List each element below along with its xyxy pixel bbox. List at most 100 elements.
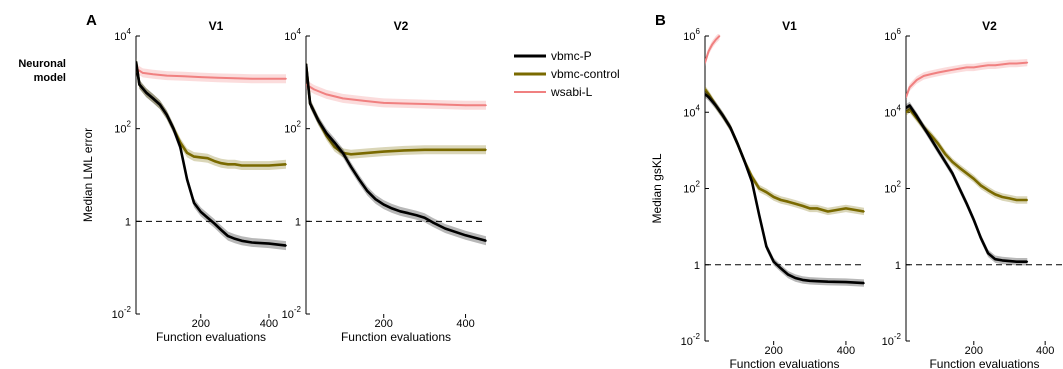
y-tick-label: 1	[895, 260, 901, 272]
y-tick-exponent: 2	[297, 120, 302, 129]
y-tick-exponent: 6	[696, 27, 701, 36]
data-point-vbmc-control	[333, 146, 336, 148]
series-line-vbmc-control	[705, 88, 865, 213]
y-tick-base: 10	[282, 309, 294, 321]
data-point-vbmc-P	[152, 97, 154, 100]
data-point-vbmc-control	[1008, 197, 1011, 200]
data-point-vbmc-P	[251, 241, 253, 244]
data-point-vbmc-control	[1026, 199, 1029, 201]
y-tick-exponent: -2	[124, 305, 132, 314]
data-point-vbmc-P	[138, 83, 141, 86]
y-tick-label: 10-2	[112, 305, 132, 321]
data-point-vbmc-P	[705, 93, 706, 95]
data-point-vbmc-control	[908, 108, 911, 110]
data-point-vbmc-control	[906, 111, 907, 114]
data-point-vbmc-P	[906, 107, 907, 109]
data-point-vbmc-control	[350, 153, 352, 156]
data-point-wsabi-L	[923, 75, 925, 77]
legend-label: wsabi-L	[550, 85, 593, 99]
data-point-vbmc-P	[399, 210, 401, 213]
data-point-vbmc-P	[333, 141, 336, 144]
data-point-vbmc-P	[772, 260, 775, 263]
data-point-vbmc-P	[707, 96, 710, 98]
data-point-wsabi-L	[937, 71, 939, 74]
x-tick-label: 200	[375, 318, 393, 330]
data-point-vbmc-control	[1001, 196, 1004, 198]
data-point-vbmc-P	[801, 279, 804, 281]
x-tick-label: 400	[837, 345, 855, 357]
y-tick-label: 1	[694, 260, 700, 272]
x-axis-label: Function evaluations	[341, 330, 451, 344]
data-point-vbmc-control	[987, 189, 989, 191]
data-point-vbmc-control	[240, 164, 243, 167]
data-point-vbmc-P	[240, 240, 243, 242]
y-tick-base: 10	[882, 336, 894, 348]
data-point-vbmc-P	[200, 211, 202, 213]
data-point-vbmc-control	[705, 88, 706, 91]
data-point-wsabi-L	[1008, 62, 1011, 65]
panel-title: V1	[209, 19, 224, 33]
y-tick-exponent: 4	[127, 27, 132, 36]
series-band-wsabi-L	[136, 63, 286, 84]
data-point-vbmc-P	[306, 63, 307, 65]
y-tick-exponent: -2	[894, 332, 902, 341]
y-tick-label: 102	[683, 180, 700, 196]
series-line-wsabi-L	[906, 61, 1028, 98]
y-tick-exponent: 2	[897, 180, 902, 189]
data-point-wsabi-L	[152, 73, 154, 75]
y-tick-label: 106	[683, 27, 700, 43]
y-tick-base: 1	[895, 260, 901, 272]
series-line-vbmc-control	[906, 107, 1028, 202]
y-tick-label: 104	[884, 103, 901, 119]
x-axis-label: Function evaluations	[729, 357, 839, 369]
data-point-vbmc-P	[145, 91, 147, 94]
data-point-vbmc-control	[845, 207, 847, 210]
data-point-vbmc-P	[951, 172, 954, 175]
x-tick-label: 400	[456, 318, 474, 330]
row-label: Neuronal model	[18, 58, 66, 84]
data-point-wsabi-L	[217, 77, 219, 79]
data-point-wsabi-L	[1026, 61, 1029, 64]
data-point-vbmc-control	[794, 202, 797, 205]
data-point-vbmc-P	[794, 277, 797, 279]
data-point-vbmc-control	[958, 167, 961, 169]
data-point-vbmc-P	[358, 178, 361, 181]
y-tick-base: 10	[114, 124, 126, 136]
y-tick-label: 104	[284, 27, 301, 43]
data-point-wsabi-L	[987, 64, 989, 67]
y-tick-exponent: 2	[127, 120, 132, 129]
series-band-vbmc-control	[906, 105, 1028, 204]
x-tick-label: 200	[965, 345, 983, 357]
y-tick-base: 10	[884, 184, 896, 196]
series-band-vbmc-P	[705, 90, 864, 287]
data-point-wsabi-L	[973, 66, 975, 69]
y-tick-label: 102	[284, 120, 301, 136]
series-line-vbmc-P	[906, 104, 1028, 263]
data-point-vbmc-control	[234, 163, 236, 166]
data-point-wsabi-L	[403, 102, 406, 105]
data-point-vbmc-control	[965, 172, 968, 175]
y-tick-base: 10	[681, 336, 693, 348]
y-tick-exponent: -2	[294, 305, 302, 314]
y-tick-base: 10	[114, 31, 126, 43]
panel-letter: A	[86, 12, 97, 29]
data-point-vbmc-P	[268, 242, 270, 245]
data-point-vbmc-P	[816, 280, 818, 283]
y-tick-base: 10	[683, 184, 695, 196]
data-point-vbmc-control	[200, 156, 202, 159]
data-point-vbmc-P	[863, 282, 865, 284]
legend-label: vbmc-control	[551, 67, 620, 81]
series-band-wsabi-L	[306, 80, 486, 110]
data-point-vbmc-P	[845, 281, 847, 283]
data-point-wsabi-L	[234, 77, 236, 80]
data-point-vbmc-P	[179, 146, 182, 148]
data-point-wsabi-L	[285, 77, 287, 80]
data-point-wsabi-L	[1001, 63, 1004, 66]
data-point-vbmc-P	[729, 126, 732, 129]
row-label-line: model	[34, 72, 66, 84]
series-band-vbmc-control	[705, 85, 864, 216]
data-point-vbmc-P	[234, 238, 236, 240]
